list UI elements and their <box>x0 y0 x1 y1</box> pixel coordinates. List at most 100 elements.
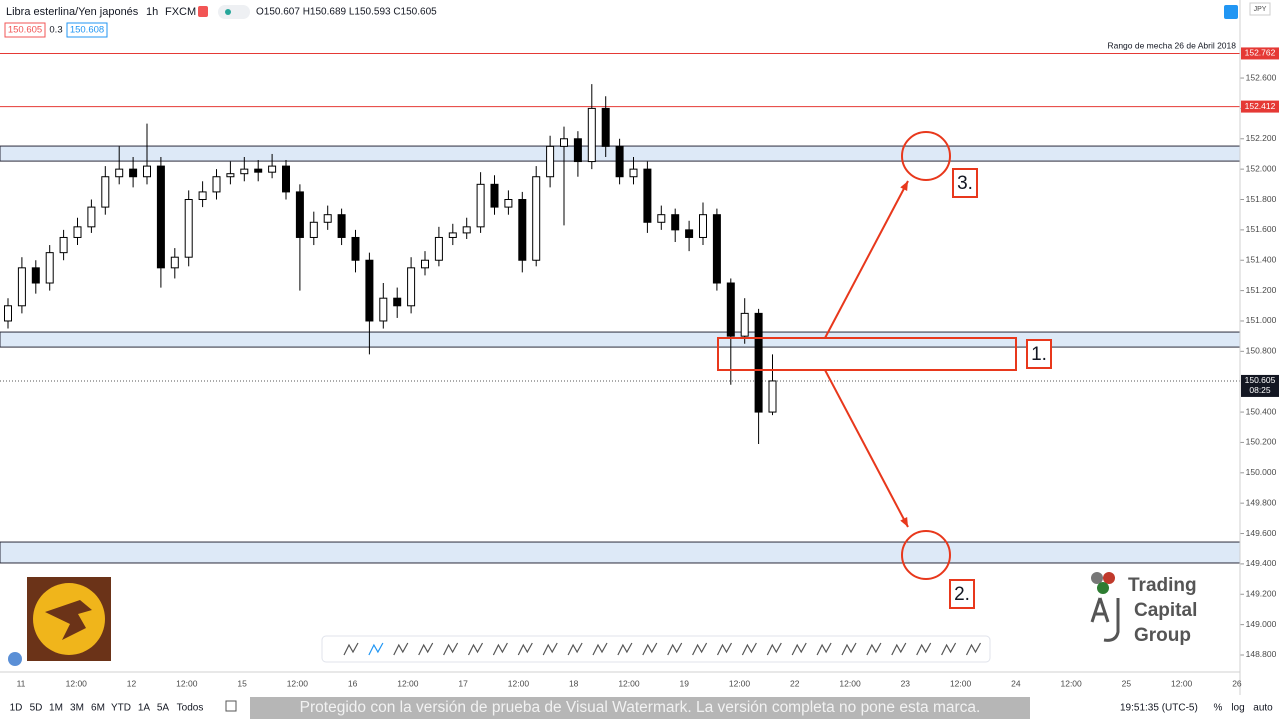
candle-body <box>629 168 638 178</box>
tool-icon[interactable] <box>443 642 459 656</box>
tool-icon[interactable] <box>542 642 558 656</box>
ask: 150.608 <box>70 25 104 36</box>
annotation-label-box <box>952 168 978 198</box>
tool-icon[interactable] <box>941 642 957 656</box>
candle-body <box>657 214 666 223</box>
tool-icon[interactable] <box>617 642 633 656</box>
status-pill <box>218 5 250 19</box>
range-button[interactable]: 5D <box>30 703 43 714</box>
drawing-toolbar <box>321 635 991 663</box>
y-tick-label: 151.000 <box>1246 315 1277 325</box>
currency: JPY <box>1254 6 1267 13</box>
compare-button[interactable] <box>1224 5 1238 19</box>
candle-body <box>323 214 332 223</box>
annotation-label-box <box>1026 339 1052 369</box>
candle-body <box>462 226 471 234</box>
spread: 0.3 <box>49 25 62 36</box>
range-button[interactable]: YTD <box>111 703 131 714</box>
tool-icon[interactable] <box>741 642 757 656</box>
tool-icon[interactable] <box>667 642 683 656</box>
candle-body <box>532 176 541 261</box>
x-tick-label: 18 <box>569 678 579 688</box>
tool-icon[interactable] <box>791 642 807 656</box>
range-button[interactable]: 6M <box>91 703 105 714</box>
date-range-icon[interactable] <box>225 700 237 712</box>
candle-body <box>573 138 582 163</box>
range-button[interactable]: 1M <box>49 703 63 714</box>
annotation-arrow <box>824 369 909 528</box>
tool-icon[interactable] <box>492 642 508 656</box>
ask-box[interactable] <box>66 22 108 38</box>
candle-body <box>476 183 485 228</box>
annotation-circle <box>901 131 951 181</box>
currency-box <box>1249 2 1271 16</box>
x-tick-label: 12:00 <box>66 678 88 688</box>
candle-body <box>170 256 179 269</box>
candle-body <box>240 168 249 175</box>
range-button[interactable]: 1D <box>10 703 23 714</box>
auto-toggle[interactable]: auto <box>1253 703 1273 714</box>
logo-dot <box>1103 572 1115 584</box>
x-tick-label: 12:00 <box>1060 678 1082 688</box>
candle-body <box>448 232 457 238</box>
candle-body <box>726 282 735 337</box>
tool-icon[interactable] <box>567 642 583 656</box>
tool-icon[interactable] <box>368 642 384 656</box>
y-tick-label: 149.200 <box>1246 589 1277 599</box>
candle-body <box>115 168 124 178</box>
tool-icon[interactable] <box>866 642 882 656</box>
zone <box>0 541 1241 564</box>
x-tick-label: 25 <box>1122 678 1132 688</box>
tool-icon[interactable] <box>517 642 533 656</box>
logo-text: Capital <box>1134 600 1197 621</box>
percent-toggle[interactable]: % <box>1214 703 1223 714</box>
tool-icon[interactable] <box>816 642 832 656</box>
candle-body <box>143 165 151 178</box>
candle-body <box>393 297 402 307</box>
range-button[interactable]: 3M <box>70 703 84 714</box>
tool-icon[interactable] <box>418 642 434 656</box>
x-tick-label: 12:00 <box>1171 678 1193 688</box>
x-tick-label: 12:00 <box>618 678 640 688</box>
x-tick-label: 16 <box>348 678 358 688</box>
tool-icon[interactable] <box>343 642 359 656</box>
candle-body <box>379 297 388 322</box>
candle-body <box>226 173 235 178</box>
x-tick-label: 19 <box>680 678 690 688</box>
tool-icon[interactable] <box>393 642 409 656</box>
flag-icon[interactable] <box>198 6 208 17</box>
tool-icon[interactable] <box>766 642 782 656</box>
candle-body <box>407 267 416 307</box>
log-toggle[interactable]: log <box>1231 703 1244 714</box>
range-button[interactable]: 1A <box>138 703 151 714</box>
candle-body <box>31 267 40 284</box>
y-tick-label: 150.400 <box>1246 406 1277 416</box>
tool-icon[interactable] <box>841 642 857 656</box>
tool-icon[interactable] <box>592 642 608 656</box>
candle-body <box>712 214 721 284</box>
tool-icon[interactable] <box>965 642 982 656</box>
range-button[interactable]: 5A <box>157 703 170 714</box>
zone <box>0 331 1241 348</box>
bid-box[interactable] <box>4 22 46 38</box>
candle-body <box>17 267 26 307</box>
logo-text: Trading <box>1128 575 1197 596</box>
candle-body <box>615 145 624 178</box>
candle-body <box>560 138 568 147</box>
x-tick-label: 12:00 <box>287 678 309 688</box>
tool-icon[interactable] <box>692 642 708 656</box>
range-button[interactable]: Todos <box>177 703 204 714</box>
tool-icon[interactable] <box>916 642 932 656</box>
candle-body <box>754 312 763 413</box>
y-tick-label: 152.000 <box>1246 163 1277 173</box>
y-tick-label: 152.200 <box>1246 133 1277 143</box>
tool-icon[interactable] <box>891 642 907 656</box>
level-note: Rango de mecha 26 de Abril 2018 <box>1107 41 1236 51</box>
tool-icon[interactable] <box>642 642 658 656</box>
y-tick-label: 151.400 <box>1246 254 1277 264</box>
logo-mark <box>1090 597 1120 642</box>
tool-icon[interactable] <box>467 642 484 656</box>
range-buttons: 1D 5D 1M 3M 6M YTD 1A 5A Todos <box>10 703 204 714</box>
candle-body <box>212 176 221 193</box>
tool-icon[interactable] <box>716 642 733 656</box>
